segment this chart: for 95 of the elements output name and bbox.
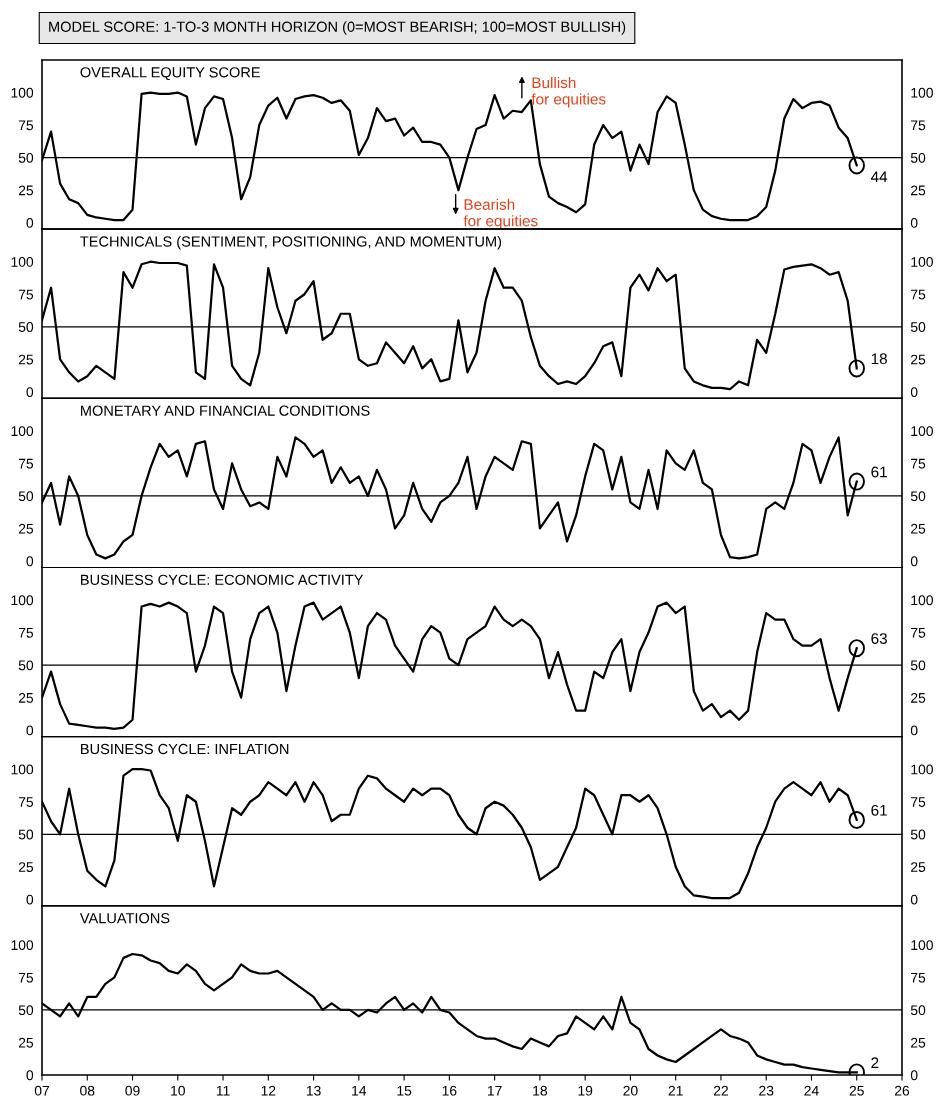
x-tick-label: 07 bbox=[34, 1085, 50, 1096]
y2-tick-label: 0 bbox=[910, 556, 918, 567]
chart-title: BUSINESS CYCLE: INFLATION bbox=[81, 743, 289, 755]
x-tick-label: 10 bbox=[171, 1085, 185, 1096]
x-tick-label: 15 bbox=[397, 1085, 412, 1096]
y-tick-label: 100 bbox=[11, 87, 34, 98]
y2-tick-label: 75 bbox=[911, 628, 926, 638]
x-tick-label: 11 bbox=[216, 1085, 230, 1096]
chart-title: TECHNICALS (SENTIMENT, POSITIONING, AND MOMENTUM) bbox=[80, 235, 502, 250]
data-label: 61 bbox=[871, 466, 887, 478]
y-tick-label: 100 bbox=[11, 257, 34, 267]
x-tick-label: 25 bbox=[849, 1085, 864, 1096]
x-tick-label: 18 bbox=[533, 1085, 548, 1096]
y2-tick-label: 100 bbox=[911, 257, 933, 267]
data-label: 44 bbox=[870, 171, 888, 183]
y-tick-label: 25 bbox=[18, 1037, 34, 1048]
y-tick-label: 75 bbox=[18, 628, 34, 638]
y-tick-label: 0 bbox=[26, 894, 34, 905]
chart-title: VALUATIONS bbox=[79, 912, 170, 924]
y2-tick-label: 0 bbox=[910, 894, 918, 905]
x-tick-label: 23 bbox=[759, 1085, 774, 1096]
data-label: 18 bbox=[871, 353, 887, 365]
x-tick-label: 22 bbox=[713, 1085, 728, 1096]
x-tick-label: 19 bbox=[578, 1085, 593, 1096]
y-tick-label: 100 bbox=[11, 426, 34, 437]
y2-tick-label: 0 bbox=[910, 217, 918, 228]
y-tick-label: 25 bbox=[18, 523, 34, 534]
y2-tick-label: 50 bbox=[910, 491, 926, 502]
y2-tick-label: 50 bbox=[910, 660, 926, 671]
y2-tick-label: 0 bbox=[910, 387, 918, 397]
y2-tick-label: 25 bbox=[911, 523, 926, 534]
data-label: 61 bbox=[871, 804, 887, 816]
y2-tick-label: 75 bbox=[911, 458, 926, 469]
y2-tick-label: 75 bbox=[911, 120, 926, 131]
y-tick-label: 0 bbox=[26, 725, 34, 736]
x-tick-label: 12 bbox=[261, 1085, 276, 1096]
y-tick-label: 0 bbox=[26, 387, 34, 397]
y2-tick-label: 0 bbox=[910, 1070, 918, 1081]
y-tick-label: 100 bbox=[11, 764, 34, 775]
y-tick-label: 0 bbox=[26, 556, 34, 567]
y2-tick-label: 100 bbox=[911, 764, 933, 775]
chart-title: OVERALL EQUITY SCORE bbox=[80, 67, 260, 81]
annotation: Bullish for equities bbox=[531, 76, 606, 108]
y-tick-label: 75 bbox=[18, 972, 34, 983]
annotation: Bearish for equities bbox=[463, 198, 538, 230]
x-tick-label: 17 bbox=[487, 1085, 502, 1096]
chart-title: BUSINESS CYCLE: ECONOMIC ACTIVITY bbox=[81, 574, 364, 585]
x-tick-label: 26 bbox=[894, 1085, 910, 1096]
y-tick-label: 50 bbox=[18, 322, 34, 332]
data-label: 63 bbox=[871, 633, 887, 644]
y-tick-label: 100 bbox=[11, 595, 34, 606]
y2-tick-label: 25 bbox=[911, 1037, 926, 1048]
y2-tick-label: 25 bbox=[911, 354, 926, 365]
y-tick-label: 50 bbox=[18, 152, 34, 163]
y2-tick-label: 100 bbox=[911, 426, 933, 437]
y-tick-label: 25 bbox=[18, 354, 34, 365]
x-tick-label: 09 bbox=[125, 1085, 140, 1096]
x-tick-label: 20 bbox=[623, 1085, 638, 1096]
y-tick-label: 75 bbox=[18, 458, 34, 469]
x-tick-label: 14 bbox=[352, 1085, 367, 1096]
chart-title: MONETARY AND FINANCIAL CONDITIONS bbox=[81, 405, 370, 416]
y-tick-label: 75 bbox=[18, 120, 34, 131]
x-tick-label: 24 bbox=[804, 1085, 819, 1096]
y2-tick-label: 75 bbox=[911, 972, 926, 983]
y2-tick-label: 100 bbox=[911, 595, 933, 606]
y2-tick-label: 100 bbox=[911, 940, 933, 951]
y2-tick-label: 25 bbox=[911, 862, 926, 872]
y2-tick-label: 50 bbox=[910, 829, 926, 840]
chart-subtitle: MODEL SCORE: 1-TO-3 MONTH HORIZON (0=MOST BEARISH; 100=MOST BULLISH) bbox=[49, 21, 626, 35]
y-tick-label: 50 bbox=[18, 1005, 34, 1016]
y-tick-label: 50 bbox=[18, 829, 34, 840]
y-tick-label: 25 bbox=[18, 692, 34, 703]
y2-tick-label: 75 bbox=[911, 289, 926, 300]
y-tick-label: 75 bbox=[18, 797, 34, 807]
y-tick-label: 100 bbox=[11, 940, 34, 951]
y-tick-label: 0 bbox=[26, 217, 34, 228]
y2-tick-label: 0 bbox=[910, 725, 918, 736]
y-tick-label: 0 bbox=[26, 1070, 34, 1081]
y2-tick-label: 50 bbox=[910, 1005, 926, 1016]
x-tick-label: 13 bbox=[306, 1085, 321, 1096]
y2-tick-label: 25 bbox=[911, 185, 926, 196]
y-tick-label: 75 bbox=[18, 289, 34, 300]
y2-tick-label: 75 bbox=[911, 797, 926, 807]
y-tick-label: 25 bbox=[18, 185, 34, 196]
y2-tick-label: 50 bbox=[910, 152, 926, 163]
y-tick-label: 50 bbox=[18, 660, 34, 671]
y2-tick-label: 25 bbox=[911, 692, 926, 703]
y-tick-label: 25 bbox=[18, 862, 34, 872]
y-tick-label: 50 bbox=[18, 491, 34, 502]
x-tick-label: 08 bbox=[80, 1085, 95, 1096]
x-tick-label: 16 bbox=[442, 1085, 457, 1096]
y2-tick-label: 100 bbox=[911, 87, 933, 98]
y2-tick-label: 50 bbox=[910, 322, 926, 332]
data-label: 2 bbox=[871, 1057, 879, 1069]
x-tick-label: 21 bbox=[668, 1085, 683, 1096]
